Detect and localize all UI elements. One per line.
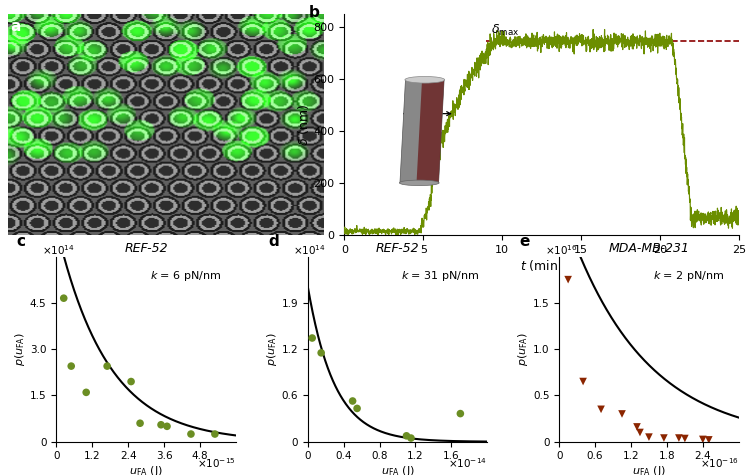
Text: $\times 10^{-15}$: $\times 10^{-15}$: [197, 456, 236, 470]
X-axis label: $u_\mathrm{FA}$ (J): $u_\mathrm{FA}$ (J): [129, 464, 163, 475]
Point: [658, 434, 670, 442]
Y-axis label: $p(u_\mathrm{FA})$: $p(u_\mathrm{FA})$: [13, 332, 27, 366]
Point: [595, 406, 607, 413]
Text: $\times 10^{16}$: $\times 10^{16}$: [544, 243, 578, 256]
Text: $\times 10^{-16}$: $\times 10^{-16}$: [700, 456, 739, 470]
Point: [631, 423, 643, 431]
Y-axis label: $p(u_\mathrm{FA})$: $p(u_\mathrm{FA})$: [265, 332, 278, 366]
Text: a: a: [10, 19, 21, 34]
Point: [400, 432, 412, 440]
Point: [209, 430, 221, 438]
Point: [101, 362, 113, 370]
Text: d: d: [268, 234, 279, 249]
Text: c: c: [16, 234, 26, 249]
Point: [679, 435, 691, 442]
Point: [65, 362, 77, 370]
Point: [703, 436, 715, 444]
Point: [616, 410, 628, 418]
Point: [134, 419, 146, 427]
Text: $\delta$: $\delta$: [419, 90, 428, 104]
Point: [315, 349, 327, 357]
Text: e: e: [520, 234, 530, 249]
Text: $k$ = 6 pN/nm: $k$ = 6 pN/nm: [150, 269, 221, 283]
Point: [185, 430, 197, 438]
X-axis label: $u_\mathrm{FA}$ (J): $u_\mathrm{FA}$ (J): [632, 464, 666, 475]
Point: [125, 378, 137, 385]
Y-axis label: $\delta$ (nm): $\delta$ (nm): [296, 104, 310, 146]
Text: $\times 10^{14}$: $\times 10^{14}$: [42, 243, 75, 256]
Point: [58, 294, 70, 302]
Text: $\delta_{\mathrm{max}}$: $\delta_{\mathrm{max}}$: [491, 22, 520, 38]
Title: MDA-MB-231: MDA-MB-231: [608, 242, 689, 256]
Point: [351, 405, 363, 412]
Point: [577, 378, 589, 385]
Text: b: b: [309, 5, 320, 20]
Point: [306, 334, 318, 342]
Text: $\times 10^{-14}$: $\times 10^{-14}$: [448, 456, 488, 470]
Point: [155, 421, 167, 428]
Point: [697, 436, 709, 443]
Point: [634, 428, 646, 436]
Point: [328, 223, 340, 231]
Y-axis label: $p(u_\mathrm{FA})$: $p(u_\mathrm{FA})$: [516, 332, 530, 366]
Point: [346, 397, 358, 405]
Point: [454, 410, 466, 418]
Point: [562, 276, 574, 284]
Point: [405, 434, 417, 442]
Point: [80, 389, 92, 396]
Point: [673, 434, 685, 442]
Point: [643, 433, 655, 441]
X-axis label: $t$ (min): $t$ (min): [520, 257, 563, 273]
Text: $k$ = 2 pN/nm: $k$ = 2 pN/nm: [652, 269, 724, 283]
Point: [161, 423, 173, 430]
X-axis label: $u_\mathrm{FA}$ (J): $u_\mathrm{FA}$ (J): [380, 464, 415, 475]
Title: REF-52: REF-52: [376, 242, 419, 256]
Text: $\times 10^{14}$: $\times 10^{14}$: [293, 243, 326, 256]
Text: $k$ = 31 pN/nm: $k$ = 31 pN/nm: [401, 269, 480, 283]
Title: REF-52: REF-52: [124, 242, 168, 256]
